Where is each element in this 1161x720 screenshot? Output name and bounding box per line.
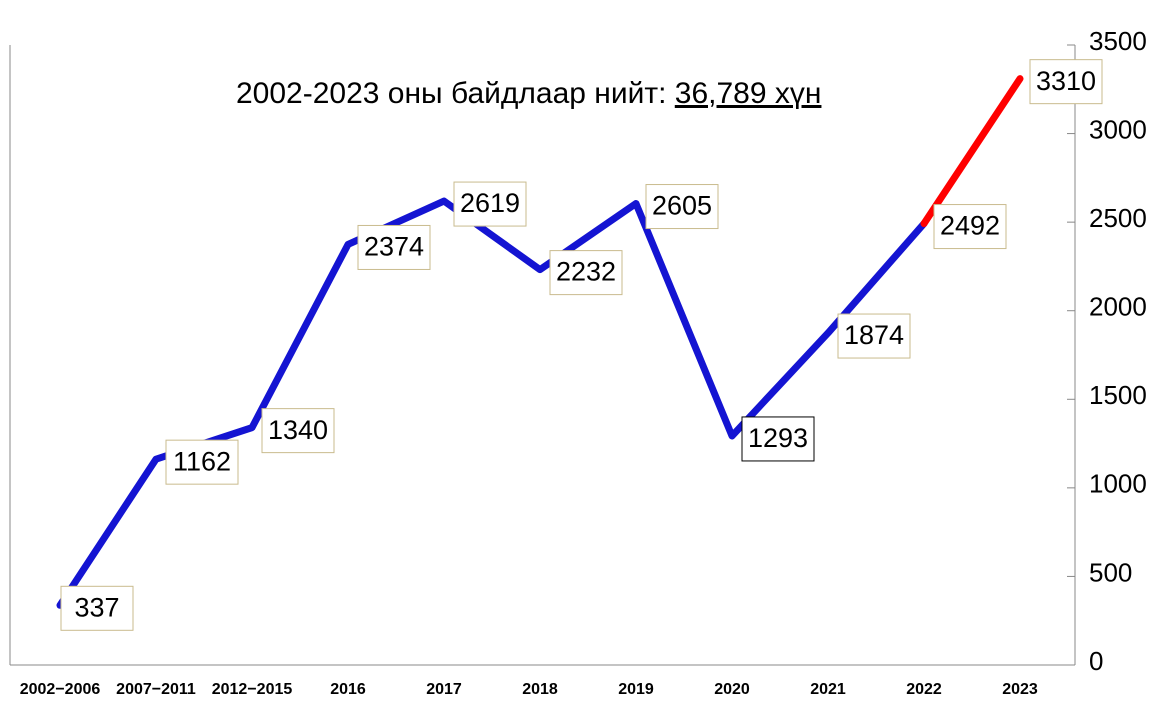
chart-title: 2002-2023 оны байдлаар нийт: 36,789 хүн [236, 77, 821, 110]
data-label: 2605 [652, 191, 712, 221]
data-label: 1874 [844, 320, 904, 350]
x-tick-label: 2016 [330, 681, 366, 698]
y-tick-label: 0 [1089, 646, 1103, 676]
data-label: 337 [74, 592, 119, 622]
data-label-box [645, 184, 719, 230]
data-label: 2374 [364, 232, 424, 262]
y-tick-label: 3500 [1089, 26, 1147, 56]
x-tick-label: 2021 [810, 681, 846, 698]
x-tick-label: 2012−2015 [212, 681, 293, 698]
x-tick-label: 2019 [618, 681, 654, 698]
title-text: 2002-2023 оны байдлаар нийт: [236, 77, 675, 110]
data-label: 3310 [1036, 66, 1096, 96]
data-label: 1340 [268, 415, 328, 445]
y-tick-label: 1000 [1089, 469, 1147, 499]
title-total: 36,789 хүн [675, 77, 822, 110]
data-label-box [261, 408, 335, 454]
x-tick-label: 2018 [522, 681, 558, 698]
data-label-box [165, 439, 239, 485]
x-tick-label: 2022 [906, 681, 942, 698]
data-label-box [933, 204, 1007, 250]
x-tick-label: 2020 [714, 681, 750, 698]
y-tick-label: 500 [1089, 557, 1132, 587]
data-label: 1293 [748, 423, 808, 453]
y-tick-label: 3000 [1089, 114, 1147, 144]
data-label-box [1029, 59, 1103, 105]
data-label-box [837, 313, 911, 359]
data-label-box [357, 224, 431, 270]
y-tick-label: 2000 [1089, 292, 1147, 322]
data-label: 1162 [173, 446, 231, 476]
data-label-box [549, 250, 623, 296]
data-label-box [453, 181, 527, 227]
y-tick-label: 2500 [1089, 203, 1147, 233]
x-tick-label: 2023 [1002, 681, 1038, 698]
x-tick-label: 2017 [426, 681, 462, 698]
x-tick-label: 2002−2006 [20, 681, 101, 698]
data-label: 2619 [460, 188, 520, 218]
data-label-box [741, 416, 815, 462]
line-last-segment [920, 75, 1024, 228]
y-tick-label: 1500 [1089, 380, 1147, 410]
line-series [56, 197, 928, 609]
data-label: 2232 [556, 257, 616, 287]
x-tick-label: 2007−2011 [116, 681, 196, 698]
data-label: 2492 [940, 211, 1000, 241]
data-label-box [60, 585, 134, 631]
